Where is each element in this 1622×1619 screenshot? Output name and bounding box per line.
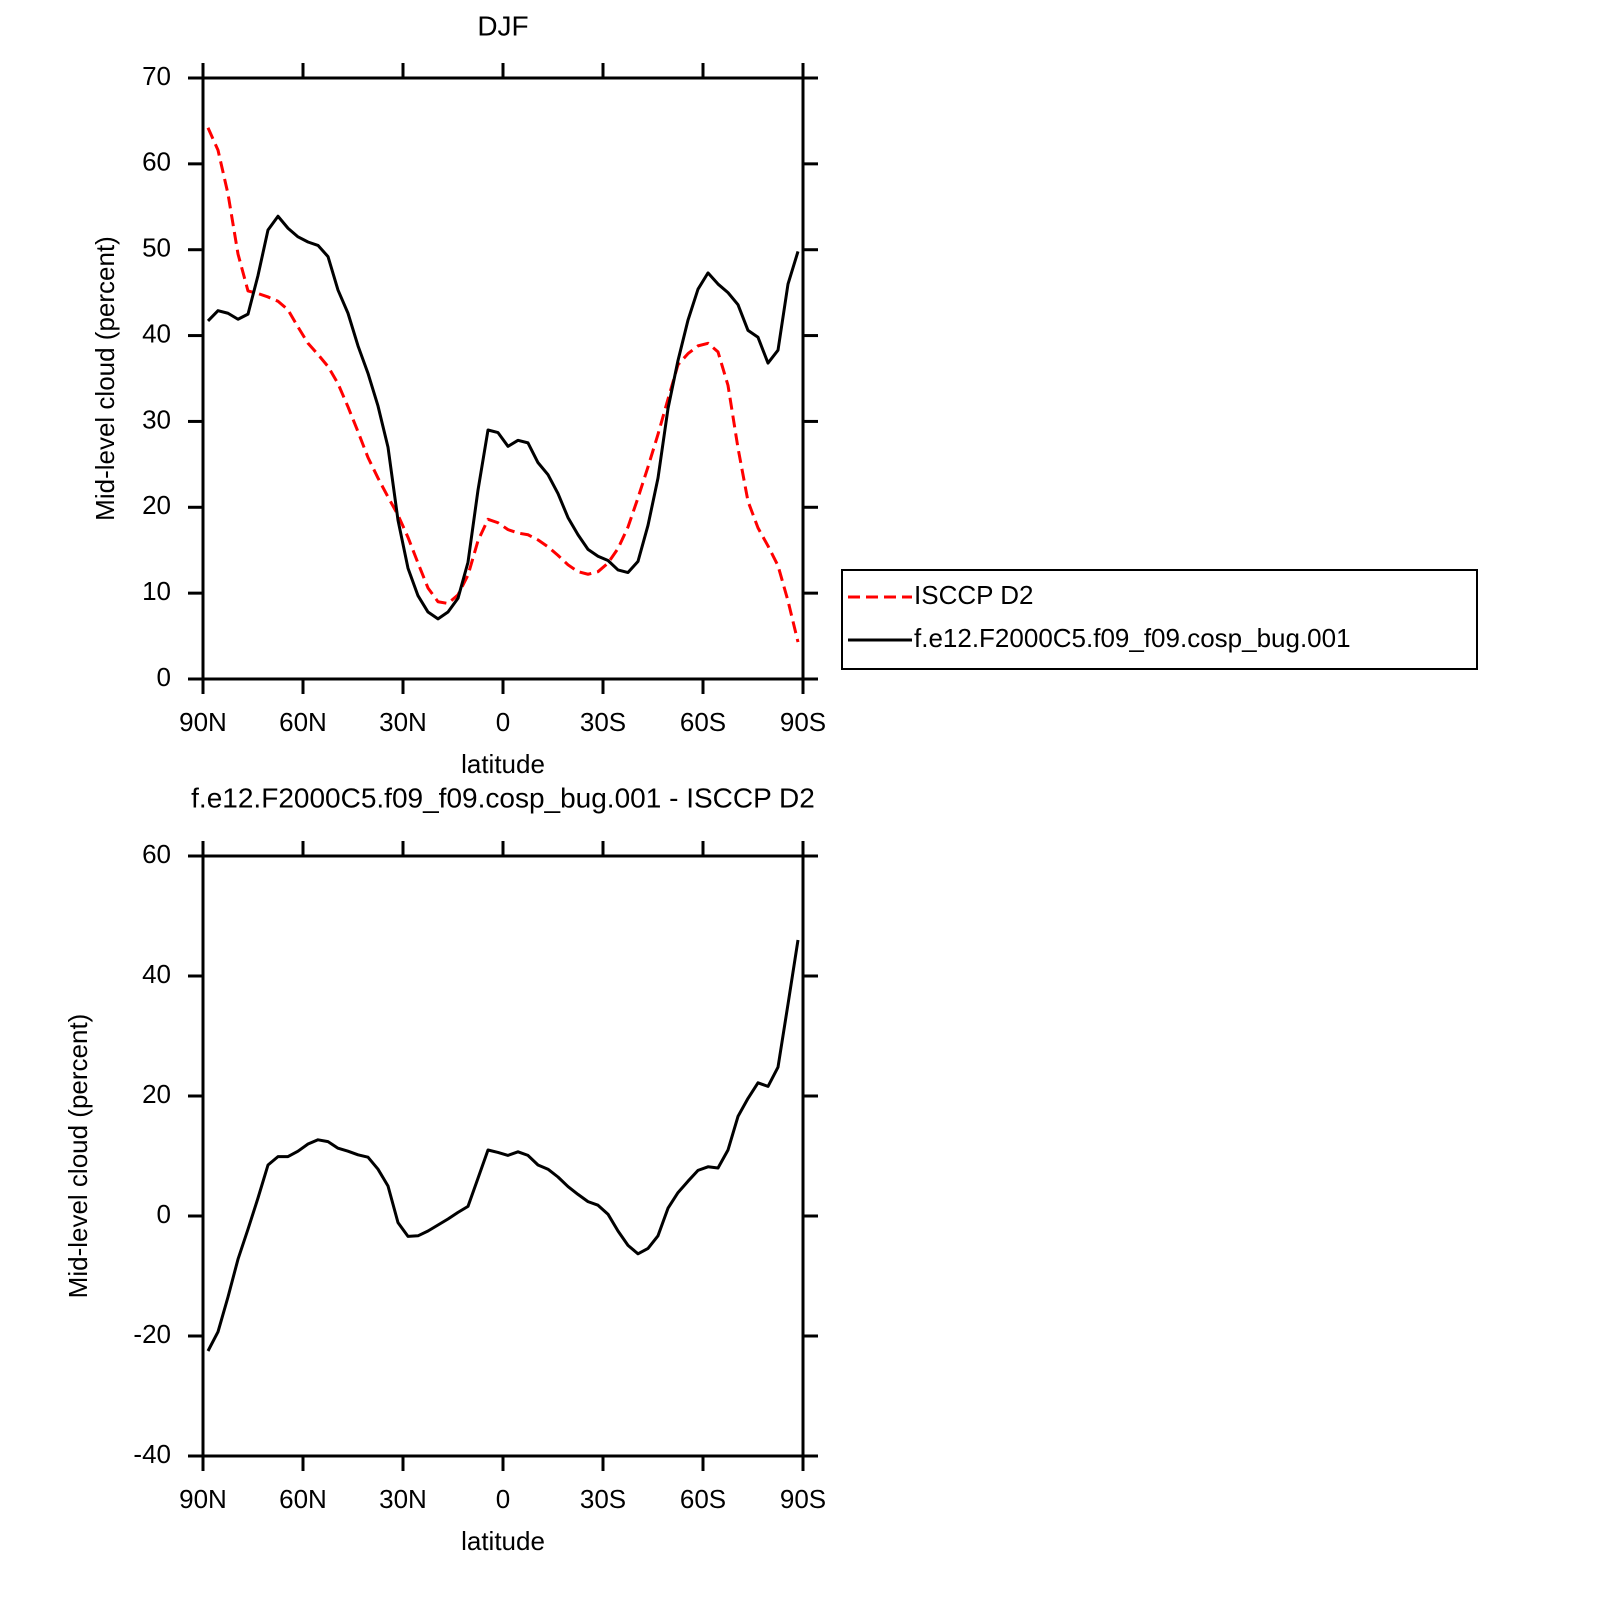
y-tick-label: 60 <box>142 147 171 177</box>
x-axis-label: latitude <box>461 749 545 779</box>
y-tick-label: 50 <box>142 233 171 263</box>
x-tick-label: 90N <box>179 1484 227 1514</box>
x-tick-label: 90S <box>780 1484 826 1514</box>
x-tick-label: 0 <box>496 1484 510 1514</box>
y-tick-label: 0 <box>157 1199 171 1229</box>
y-axis-label: Mid-level cloud (percent) <box>90 236 120 521</box>
chart-title: f.e12.F2000C5.f09_f09.cosp_bug.001 - ISC… <box>191 782 815 813</box>
legend-box <box>841 569 1478 670</box>
data-line <box>206 127 800 643</box>
x-tick-label: 30N <box>379 707 427 737</box>
y-axis-label: Mid-level cloud (percent) <box>63 1014 93 1299</box>
x-tick-label: 30S <box>580 707 626 737</box>
x-tick-label: 90N <box>179 707 227 737</box>
x-tick-label: 0 <box>496 707 510 737</box>
y-tick-label: 20 <box>142 490 171 520</box>
x-tick-label: 60N <box>279 707 327 737</box>
data-line <box>206 939 800 1352</box>
y-tick-label: 30 <box>142 404 171 434</box>
y-tick-label: 0 <box>157 662 171 692</box>
y-tick-label: 40 <box>142 959 171 989</box>
y-tick-label: 10 <box>142 576 171 606</box>
chart: DJF 0 10 20 30 40 50 60 70 90N 60N 30N 0 30S 60S 90S lat… <box>90 10 1478 779</box>
y-tick-label: 60 <box>142 839 171 869</box>
data-line <box>206 214 800 621</box>
y-tick-label: 20 <box>142 1079 171 1109</box>
x-tick-label: 30S <box>580 1484 626 1514</box>
y-tick-label: 40 <box>142 318 171 348</box>
legend-label: ISCCP D2 <box>914 580 1033 610</box>
legend-label: f.e12.F2000C5.f09_f09.cosp_bug.001 <box>914 623 1351 653</box>
x-tick-label: 60S <box>680 707 726 737</box>
x-tick-label: 60N <box>279 1484 327 1514</box>
y-tick-label: -20 <box>133 1319 171 1349</box>
plot-frame <box>201 854 805 1458</box>
x-tick-label: 90S <box>780 707 826 737</box>
chart-title: DJF <box>477 10 528 41</box>
x-axis-label: latitude <box>461 1526 545 1556</box>
x-tick-label: 60S <box>680 1484 726 1514</box>
x-tick-label: 30N <box>379 1484 427 1514</box>
chart: f.e12.F2000C5.f09_f09.cosp_bug.001 - ISC… <box>63 782 826 1555</box>
y-tick-label: 70 <box>142 61 171 91</box>
y-tick-label: -40 <box>133 1439 171 1469</box>
plot-frame <box>201 76 805 681</box>
